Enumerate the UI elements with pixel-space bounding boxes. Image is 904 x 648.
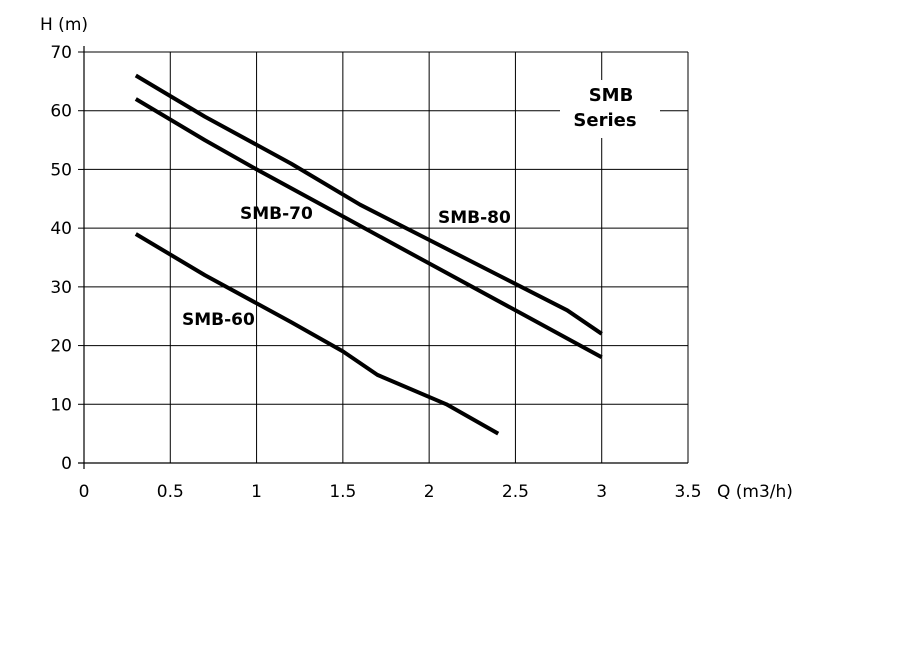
x-tick-label: 3 [596, 482, 607, 502]
y-tick-label: 0 [61, 454, 72, 474]
series-line-smb-70 [134, 97, 603, 360]
series-label-smb-70: SMB-70 [240, 204, 313, 224]
series-line-smb-80 [134, 73, 603, 336]
series-line-smb-60 [134, 232, 500, 436]
y-tick-label: 50 [50, 160, 72, 180]
axes [78, 46, 688, 469]
y-tick-label: 30 [50, 278, 72, 298]
x-tick-label: 3.5 [674, 482, 701, 502]
y-tick-label: 10 [50, 395, 72, 415]
annotation-line-2: Series [573, 110, 636, 131]
x-tick-label: 2.5 [502, 482, 529, 502]
series-label-smb-60: SMB-60 [182, 310, 255, 330]
y-tick-label: 60 [50, 102, 72, 122]
grid [83, 51, 689, 464]
x-tick-label: 2 [424, 482, 435, 502]
annotation-background [560, 80, 660, 138]
series-label-smb-80: SMB-80 [438, 208, 511, 228]
y-tick-label: 40 [50, 219, 72, 239]
x-tick-label: 0.5 [157, 482, 184, 502]
x-axis-title: Q (m3/h) [717, 482, 793, 502]
y-axis-title: H (m) [40, 15, 88, 35]
series-lines [134, 73, 603, 436]
x-tick-label: 0 [79, 482, 90, 502]
annotation-line-1: SMB [589, 85, 634, 106]
y-tick-label: 70 [50, 43, 72, 63]
x-tick-labels: 0 0.5 1 1.5 2 2.5 3 3.5 [79, 482, 702, 502]
x-tick-label: 1.5 [329, 482, 356, 502]
x-tick-label: 1 [251, 482, 262, 502]
y-tick-label: 20 [50, 337, 72, 357]
y-tick-labels: 0 10 20 30 40 50 60 70 [50, 43, 72, 474]
